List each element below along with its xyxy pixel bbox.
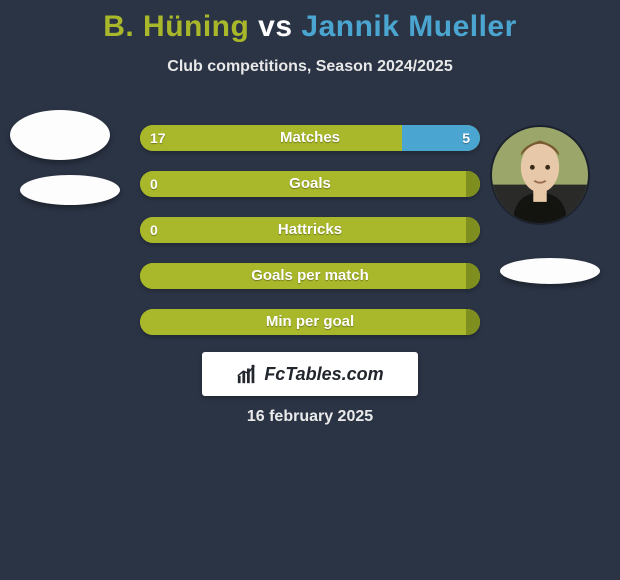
stat-bars: Matches175Goals0Hattricks0Goals per matc…	[140, 125, 480, 355]
avatar-right	[490, 125, 590, 225]
brand-text: FcTables.com	[264, 364, 383, 385]
brand-chart-icon	[236, 363, 258, 385]
stat-label: Hattricks	[140, 217, 480, 243]
stat-value-left: 0	[150, 171, 158, 197]
title-player1: B. Hüning	[103, 10, 249, 43]
stat-row: Matches17 5	[140, 125, 480, 151]
avatar-right-shadow	[500, 258, 600, 284]
stat-value-left: 17	[150, 125, 166, 151]
stat-label: Min per goal	[140, 309, 480, 335]
stat-label: Goals per match	[140, 263, 480, 289]
stat-row: Hattricks0	[140, 217, 480, 243]
stat-row: Goals0	[140, 171, 480, 197]
stat-value-right: 5	[462, 125, 470, 151]
stat-label: Matches	[140, 125, 480, 151]
comparison-card: B. Hüning vs Jannik Mueller Club competi…	[0, 0, 620, 580]
avatar-right-image	[492, 127, 588, 223]
stat-value-left: 0	[150, 217, 158, 243]
stat-label: Goals	[140, 171, 480, 197]
avatar-left-shadow	[20, 175, 120, 205]
stat-row: Goals per match	[140, 263, 480, 289]
avatar-left-placeholder	[10, 110, 110, 160]
title-vs: vs	[258, 10, 301, 43]
date-text: 16 february 2025	[0, 408, 620, 426]
stat-row: Min per goal	[140, 309, 480, 335]
subtitle: Club competitions, Season 2024/2025	[0, 58, 620, 76]
page-title: B. Hüning vs Jannik Mueller	[0, 0, 620, 44]
title-player2: Jannik Mueller	[301, 10, 516, 43]
brand-box[interactable]: FcTables.com	[202, 352, 418, 396]
